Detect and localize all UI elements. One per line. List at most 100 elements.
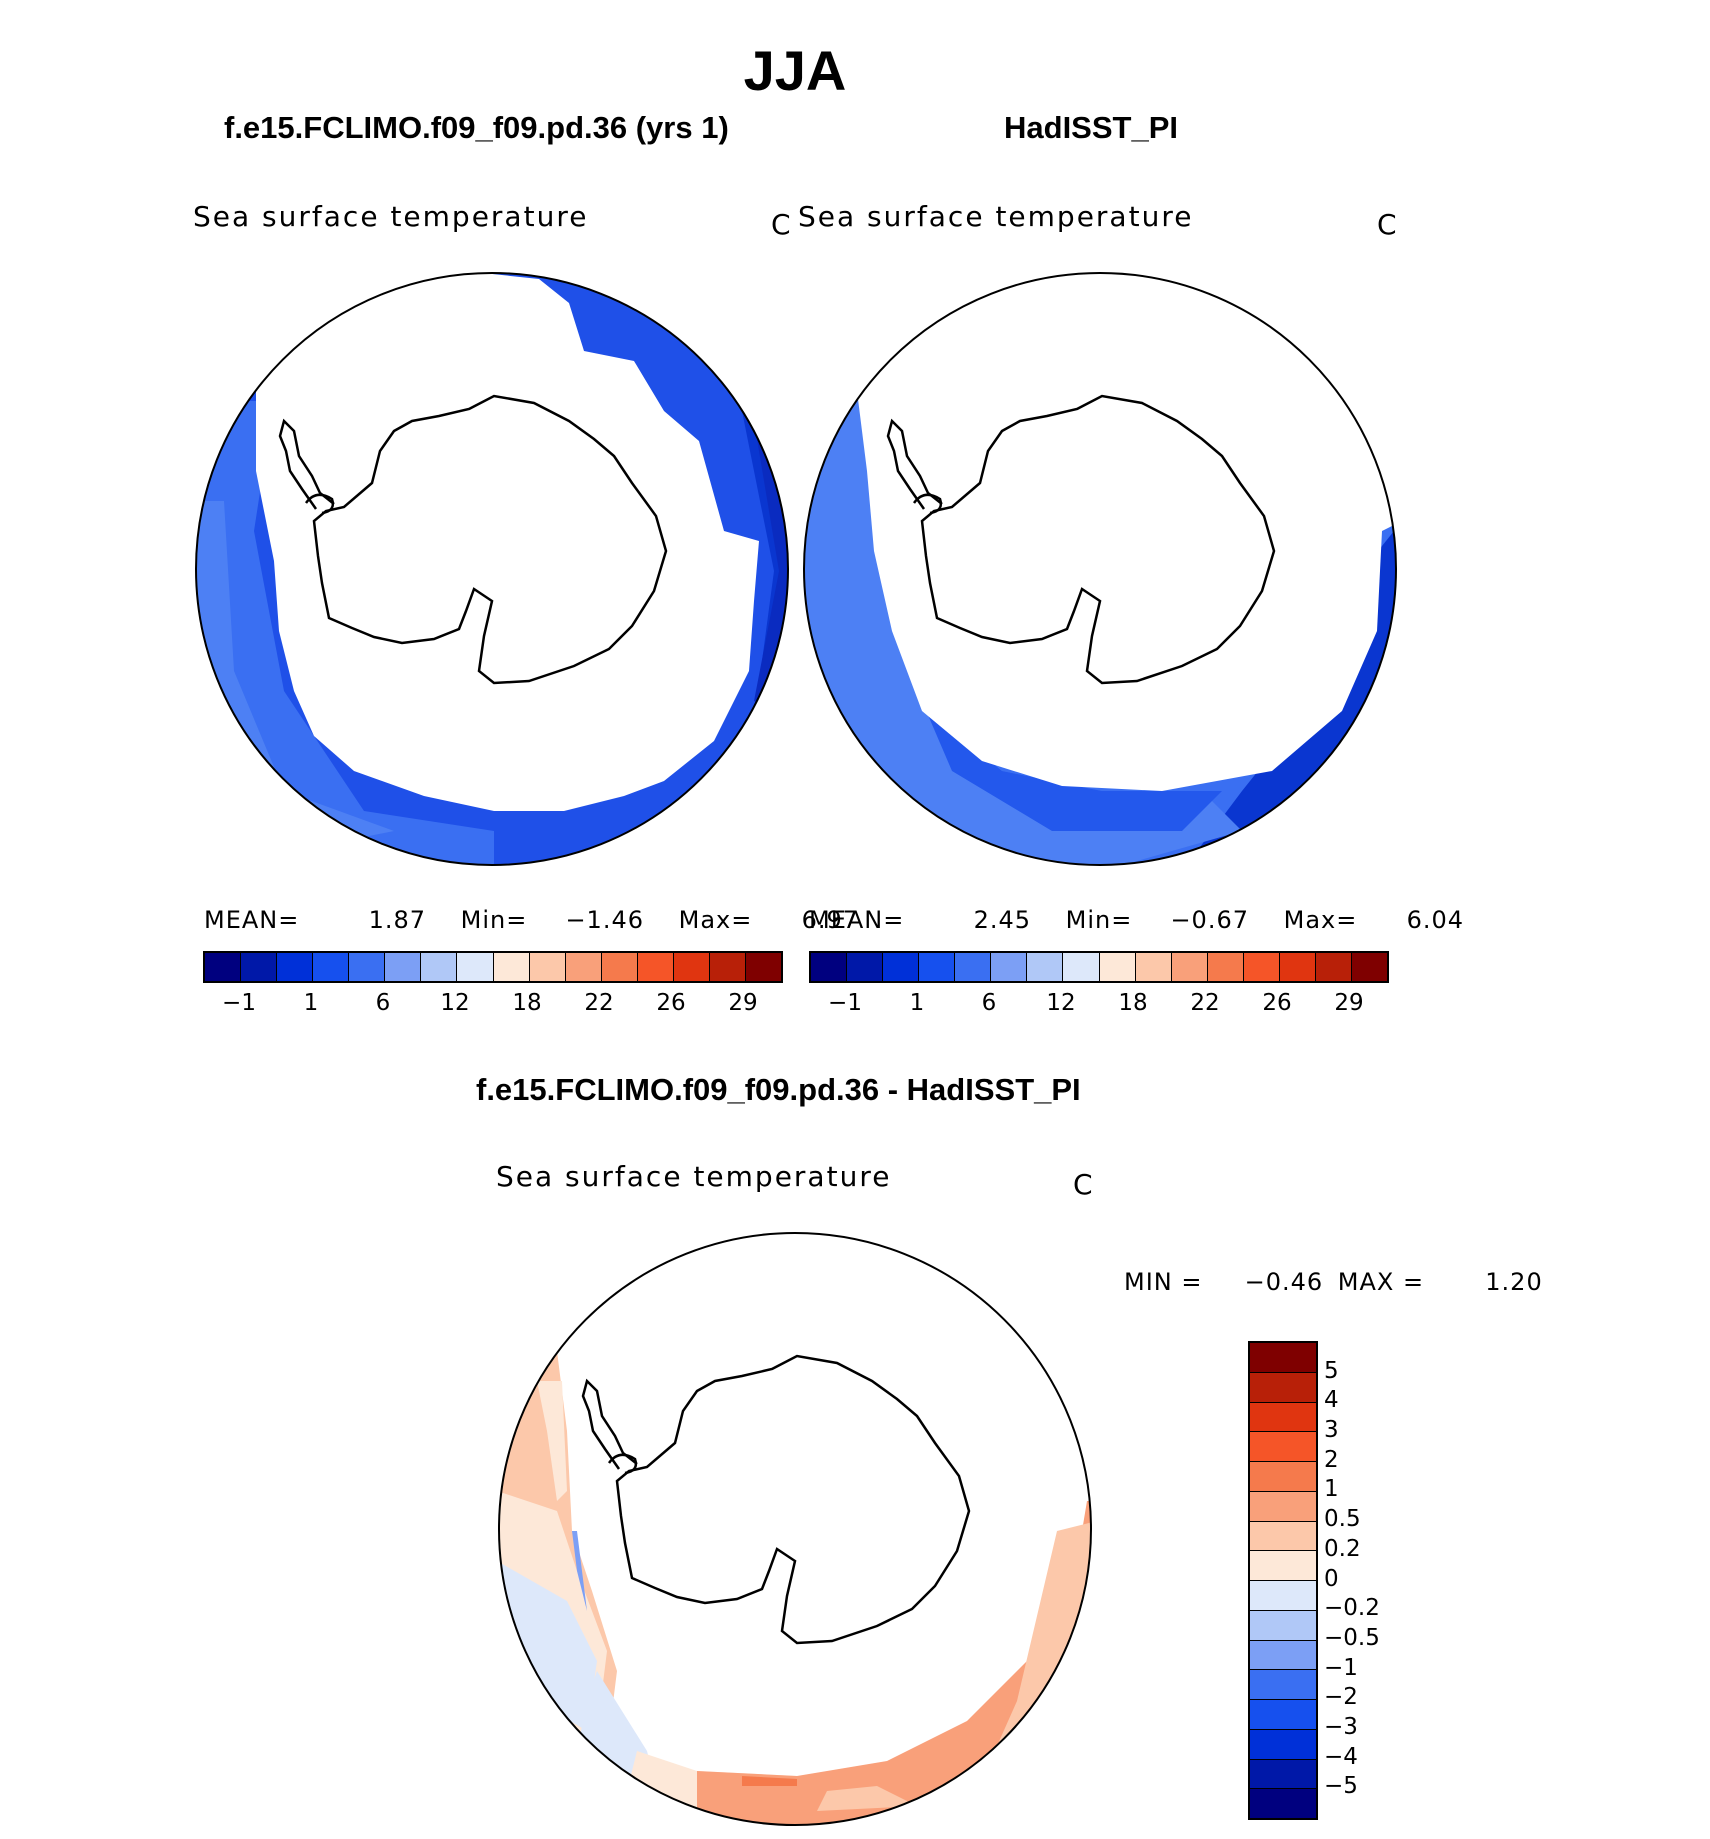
plot-title: JJA xyxy=(743,39,847,102)
colorbar-tick-label: −0.5 xyxy=(1324,1624,1380,1651)
colorbar-swatch xyxy=(601,953,638,981)
colorbar-ticks-model: −1 1 6 12 18 22 26 29 xyxy=(203,990,779,1020)
colorbar-swatch xyxy=(919,953,956,981)
min-value: −0.67 xyxy=(1170,906,1249,934)
colorbar-swatch xyxy=(1250,1640,1316,1671)
min-label: MIN = xyxy=(1124,1268,1203,1296)
colorbar-swatch xyxy=(1315,953,1352,981)
colorbar-tick-label: 26 xyxy=(1262,990,1292,1016)
colorbar-obs xyxy=(809,951,1389,983)
variable-label-obs: Sea surface temperature xyxy=(798,200,1194,233)
colorbar-tick-label: 1 xyxy=(1324,1476,1339,1503)
colorbar-tick-label: 26 xyxy=(656,990,686,1016)
colorbar-swatch xyxy=(1250,1462,1316,1492)
unit-label-difference: C xyxy=(1073,1168,1093,1201)
max-value: 6.04 xyxy=(1406,906,1464,934)
antarctica-coastline-difference xyxy=(615,1354,971,1645)
colorbar-tick-label: 5 xyxy=(1324,1357,1339,1384)
colorbar-swatch xyxy=(1250,1372,1316,1403)
colorbar-swatch xyxy=(277,953,314,981)
polar-map-difference xyxy=(498,1232,1092,1826)
colorbar-tick-label: 18 xyxy=(1118,990,1148,1016)
mean-value: 1.87 xyxy=(368,906,426,934)
stats-obs: MEAN= 2.45 Min= −0.67 Max= 6.04 xyxy=(809,906,1464,934)
colorbar-swatch xyxy=(1250,1759,1316,1790)
colorbar-swatch xyxy=(637,953,674,981)
min-value: −0.46 xyxy=(1244,1268,1324,1296)
colorbar-swatch xyxy=(883,953,920,981)
colorbar-swatch xyxy=(1351,953,1387,981)
colorbar-tick-label: 0.5 xyxy=(1324,1506,1361,1533)
colorbar-swatch xyxy=(421,953,458,981)
colorbar-swatch xyxy=(1027,953,1064,981)
colorbar-swatch xyxy=(955,953,992,981)
colorbar-tick-label: 6 xyxy=(375,990,391,1016)
colorbar-tick-label: −0.2 xyxy=(1324,1595,1380,1622)
colorbar-swatch xyxy=(565,953,602,981)
colorbar-tick-label: 2 xyxy=(1324,1446,1339,1473)
colorbar-swatch xyxy=(1063,953,1100,981)
colorbar-tick-label: 22 xyxy=(1190,990,1220,1016)
colorbar-swatch xyxy=(493,953,530,981)
min-label: Min= xyxy=(460,906,528,934)
variable-label-difference: Sea surface temperature xyxy=(496,1160,892,1193)
colorbar-swatch xyxy=(673,953,710,981)
colorbar-tick-label: −1 xyxy=(828,990,862,1016)
max-value: 1.20 xyxy=(1485,1268,1543,1296)
colorbar-swatch xyxy=(811,953,848,981)
colorbar-tick-label: −1 xyxy=(222,990,256,1016)
colorbar-tick-label: −5 xyxy=(1324,1773,1358,1800)
difference-title: f.e15.FCLIMO.f09_f09.pd.36 - HadISST_PI xyxy=(476,1072,1081,1107)
colorbar-tick-label: 12 xyxy=(1046,990,1076,1016)
colorbar-tick-label: 29 xyxy=(1334,990,1364,1016)
colorbar-swatch xyxy=(349,953,386,981)
colorbar-swatch xyxy=(1279,953,1316,981)
colorbar-swatch xyxy=(205,953,242,981)
colorbar-swatch xyxy=(1250,1729,1316,1760)
colorbar-swatch xyxy=(1250,1521,1316,1552)
colorbar-swatch xyxy=(1250,1343,1316,1373)
colorbar-tick-label: 4 xyxy=(1324,1387,1339,1414)
panel-title-model: f.e15.FCLIMO.f09_f09.pd.36 (yrs 1) xyxy=(224,110,729,145)
max-label: MAX = xyxy=(1337,1268,1425,1296)
stats-model: MEAN= 1.87 Min= −1.46 Max= 6.97 xyxy=(204,906,859,934)
colorbar-tick-label: 3 xyxy=(1324,1417,1339,1444)
colorbar-swatch xyxy=(709,953,746,981)
antarctica-coastline-model xyxy=(312,394,668,685)
colorbar-model xyxy=(203,951,783,983)
colorbar-swatch xyxy=(1250,1491,1316,1522)
min-value: −1.46 xyxy=(565,906,644,934)
stats-difference: MIN = −0.46 MAX = 1.20 xyxy=(1124,1268,1543,1296)
unit-label-model: C xyxy=(771,208,791,241)
colorbar-swatch xyxy=(1207,953,1244,981)
colorbar-swatch xyxy=(313,953,350,981)
colorbar-swatch xyxy=(241,953,278,981)
colorbar-tick-label: 1 xyxy=(909,990,925,1016)
unit-label-obs: C xyxy=(1377,208,1397,241)
colorbar-swatch xyxy=(991,953,1028,981)
mean-value: 2.45 xyxy=(973,906,1031,934)
colorbar-swatch xyxy=(1250,1670,1316,1700)
colorbar-swatch xyxy=(457,953,494,981)
colorbar-difference xyxy=(1248,1341,1318,1820)
colorbar-tick-label: 6 xyxy=(981,990,997,1016)
polar-map-model xyxy=(195,272,789,866)
colorbar-tick-label: 0.2 xyxy=(1324,1535,1361,1562)
variable-label-model: Sea surface temperature xyxy=(193,200,589,233)
colorbar-tick-label: −1 xyxy=(1324,1654,1358,1681)
colorbar-tick-label: −3 xyxy=(1324,1713,1358,1740)
colorbar-swatch xyxy=(529,953,566,981)
colorbar-swatch xyxy=(1250,1789,1316,1818)
colorbar-tick-label: 29 xyxy=(728,990,758,1016)
mean-label: MEAN= xyxy=(809,906,905,934)
polar-map-obs xyxy=(803,272,1397,866)
colorbar-tick-label: 12 xyxy=(440,990,470,1016)
colorbar-tick-label: 22 xyxy=(584,990,614,1016)
colorbar-swatch xyxy=(847,953,884,981)
min-label: Min= xyxy=(1065,906,1133,934)
colorbar-swatch xyxy=(1135,953,1172,981)
colorbar-swatch xyxy=(1099,953,1136,981)
colorbar-swatch xyxy=(1250,1581,1316,1611)
colorbar-swatch xyxy=(1250,1551,1316,1581)
colorbar-swatch xyxy=(385,953,422,981)
